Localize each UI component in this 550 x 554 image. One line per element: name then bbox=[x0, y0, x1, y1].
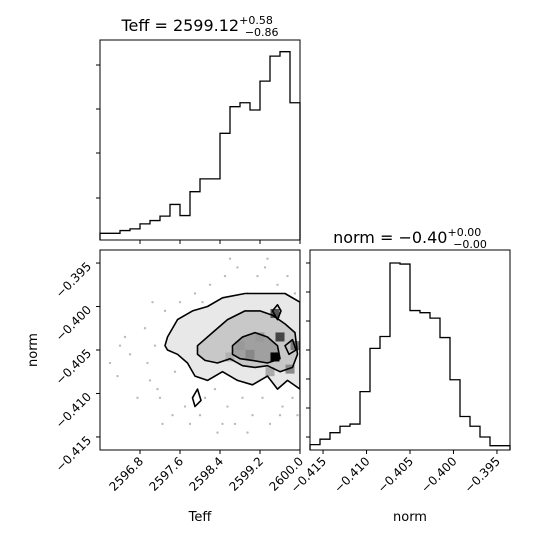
scatter-point-2 bbox=[128, 353, 132, 356]
density-cell-4 bbox=[255, 332, 265, 342]
teff-histogram-steps bbox=[99, 51, 301, 240]
teff-histogram-frame bbox=[99, 39, 301, 241]
scatter-point-26 bbox=[256, 274, 259, 278]
scatter-point-16 bbox=[208, 283, 212, 286]
norm-ytick-label-2: −0.405 bbox=[53, 346, 94, 387]
scatter-point-35 bbox=[123, 335, 127, 339]
scatter-point-34 bbox=[293, 292, 297, 295]
scatter-point-21 bbox=[233, 422, 237, 426]
norm-ytick-label-0: −0.395 bbox=[53, 259, 94, 300]
density-cell-0 bbox=[270, 352, 280, 362]
scatter-point-42 bbox=[246, 431, 249, 434]
scatter-point-8 bbox=[171, 414, 174, 417]
scatter-point-30 bbox=[276, 283, 279, 286]
scatter-point-46 bbox=[228, 257, 232, 260]
scatter-point-27 bbox=[261, 396, 264, 400]
teff-x-axis-label: Teff bbox=[188, 510, 213, 525]
norm-ytick-label-3: −0.410 bbox=[53, 390, 94, 431]
density-cell-6 bbox=[265, 367, 275, 377]
teff-title: Teff = 2599.12+0.58 −0.86 bbox=[120, 14, 278, 39]
teff-histogram-panel bbox=[96, 39, 301, 244]
contour-line-outer bbox=[164, 292, 300, 390]
scatter-point-1 bbox=[116, 374, 119, 378]
teff-xtick-label-0: 2596.8 bbox=[107, 454, 147, 494]
scatter-point-25 bbox=[251, 414, 254, 417]
scatter-point-28 bbox=[263, 266, 267, 269]
teff-xtick-label-3: 2599.2 bbox=[227, 454, 267, 494]
norm-xtick-label-2: −0.405 bbox=[375, 454, 416, 495]
scatter-point-4 bbox=[148, 379, 152, 382]
scatter-point-0 bbox=[108, 361, 112, 365]
contour-line-islet-2 bbox=[191, 388, 202, 408]
panel-2-plot-area bbox=[108, 257, 300, 434]
scatter-point-14 bbox=[198, 414, 202, 417]
norm-xtick-label-3: −0.400 bbox=[418, 454, 459, 495]
norm-histogram-steps bbox=[309, 262, 511, 450]
scatter-point-36 bbox=[136, 396, 139, 400]
scatter-point-47 bbox=[118, 344, 122, 347]
scatter-point-22 bbox=[236, 266, 239, 269]
scatter-point-29 bbox=[268, 422, 272, 426]
norm-histogram-panel: −0.415 −0.410 −0.405 −0.400 −0.395 bbox=[288, 249, 511, 496]
scatter-point-9 bbox=[173, 370, 177, 373]
scatter-point-20 bbox=[226, 405, 229, 408]
density-cell-7 bbox=[225, 352, 235, 362]
scatter-point-6 bbox=[158, 396, 162, 400]
scatter-point-44 bbox=[278, 414, 282, 417]
scatter-point-17 bbox=[213, 387, 217, 391]
norm-xtick-label-1: −0.410 bbox=[331, 454, 372, 495]
scatter-point-40 bbox=[201, 300, 204, 304]
density-cell-9 bbox=[270, 308, 280, 318]
teff-norm-2d-panel: 2596.8 2597.6 2598.4 2599.2 2600.0−0.395−0.4… bbox=[53, 249, 306, 494]
scatter-point-3 bbox=[143, 327, 147, 330]
scatter-point-23 bbox=[241, 396, 244, 400]
teff-xtick-label-2: 2598.4 bbox=[187, 454, 227, 494]
norm-ytick-label-1: −0.400 bbox=[53, 303, 94, 344]
contour-line-islet-1 bbox=[271, 303, 282, 321]
scatter-point-38 bbox=[161, 422, 164, 426]
density-cell-3 bbox=[235, 341, 245, 351]
scatter-point-48 bbox=[146, 361, 149, 365]
norm-y-axis-label: norm bbox=[26, 333, 41, 367]
scatter-point-5 bbox=[153, 344, 157, 347]
norm-x-axis-label: norm bbox=[393, 510, 427, 525]
scatter-point-12 bbox=[188, 422, 192, 426]
scatter-point-45 bbox=[296, 414, 299, 417]
scatter-point-15 bbox=[203, 396, 207, 400]
norm-title: norm = −0.40+0.00 −0.00 bbox=[333, 226, 487, 251]
density-cell-2 bbox=[245, 349, 255, 359]
scatter-point-41 bbox=[221, 422, 224, 426]
scatter-point-7 bbox=[163, 309, 167, 313]
scatter-point-18 bbox=[216, 431, 219, 434]
scatter-point-19 bbox=[223, 274, 227, 278]
contour-line-inner bbox=[231, 331, 281, 364]
scatter-point-33 bbox=[291, 396, 294, 400]
scatter-point-13 bbox=[193, 292, 197, 295]
norm-ytick-label-4: −0.415 bbox=[53, 433, 94, 474]
scatter-point-49 bbox=[156, 387, 159, 391]
contour-fill-inner bbox=[232, 332, 280, 363]
contour-line-islet-3 bbox=[284, 338, 297, 356]
scatter-point-37 bbox=[151, 300, 154, 304]
scatter-point-10 bbox=[178, 300, 182, 304]
scatter-point-32 bbox=[286, 274, 289, 278]
scatter-point-11 bbox=[183, 405, 187, 408]
contour-line-middle bbox=[196, 310, 299, 373]
density-cell-5 bbox=[285, 364, 295, 374]
density-cell-1 bbox=[275, 332, 285, 342]
scatter-point-31 bbox=[281, 405, 284, 408]
norm-xtick-label-4: −0.395 bbox=[462, 454, 503, 495]
scatter-point-43 bbox=[266, 257, 269, 260]
teff-xtick-label-1: 2597.6 bbox=[147, 454, 187, 494]
